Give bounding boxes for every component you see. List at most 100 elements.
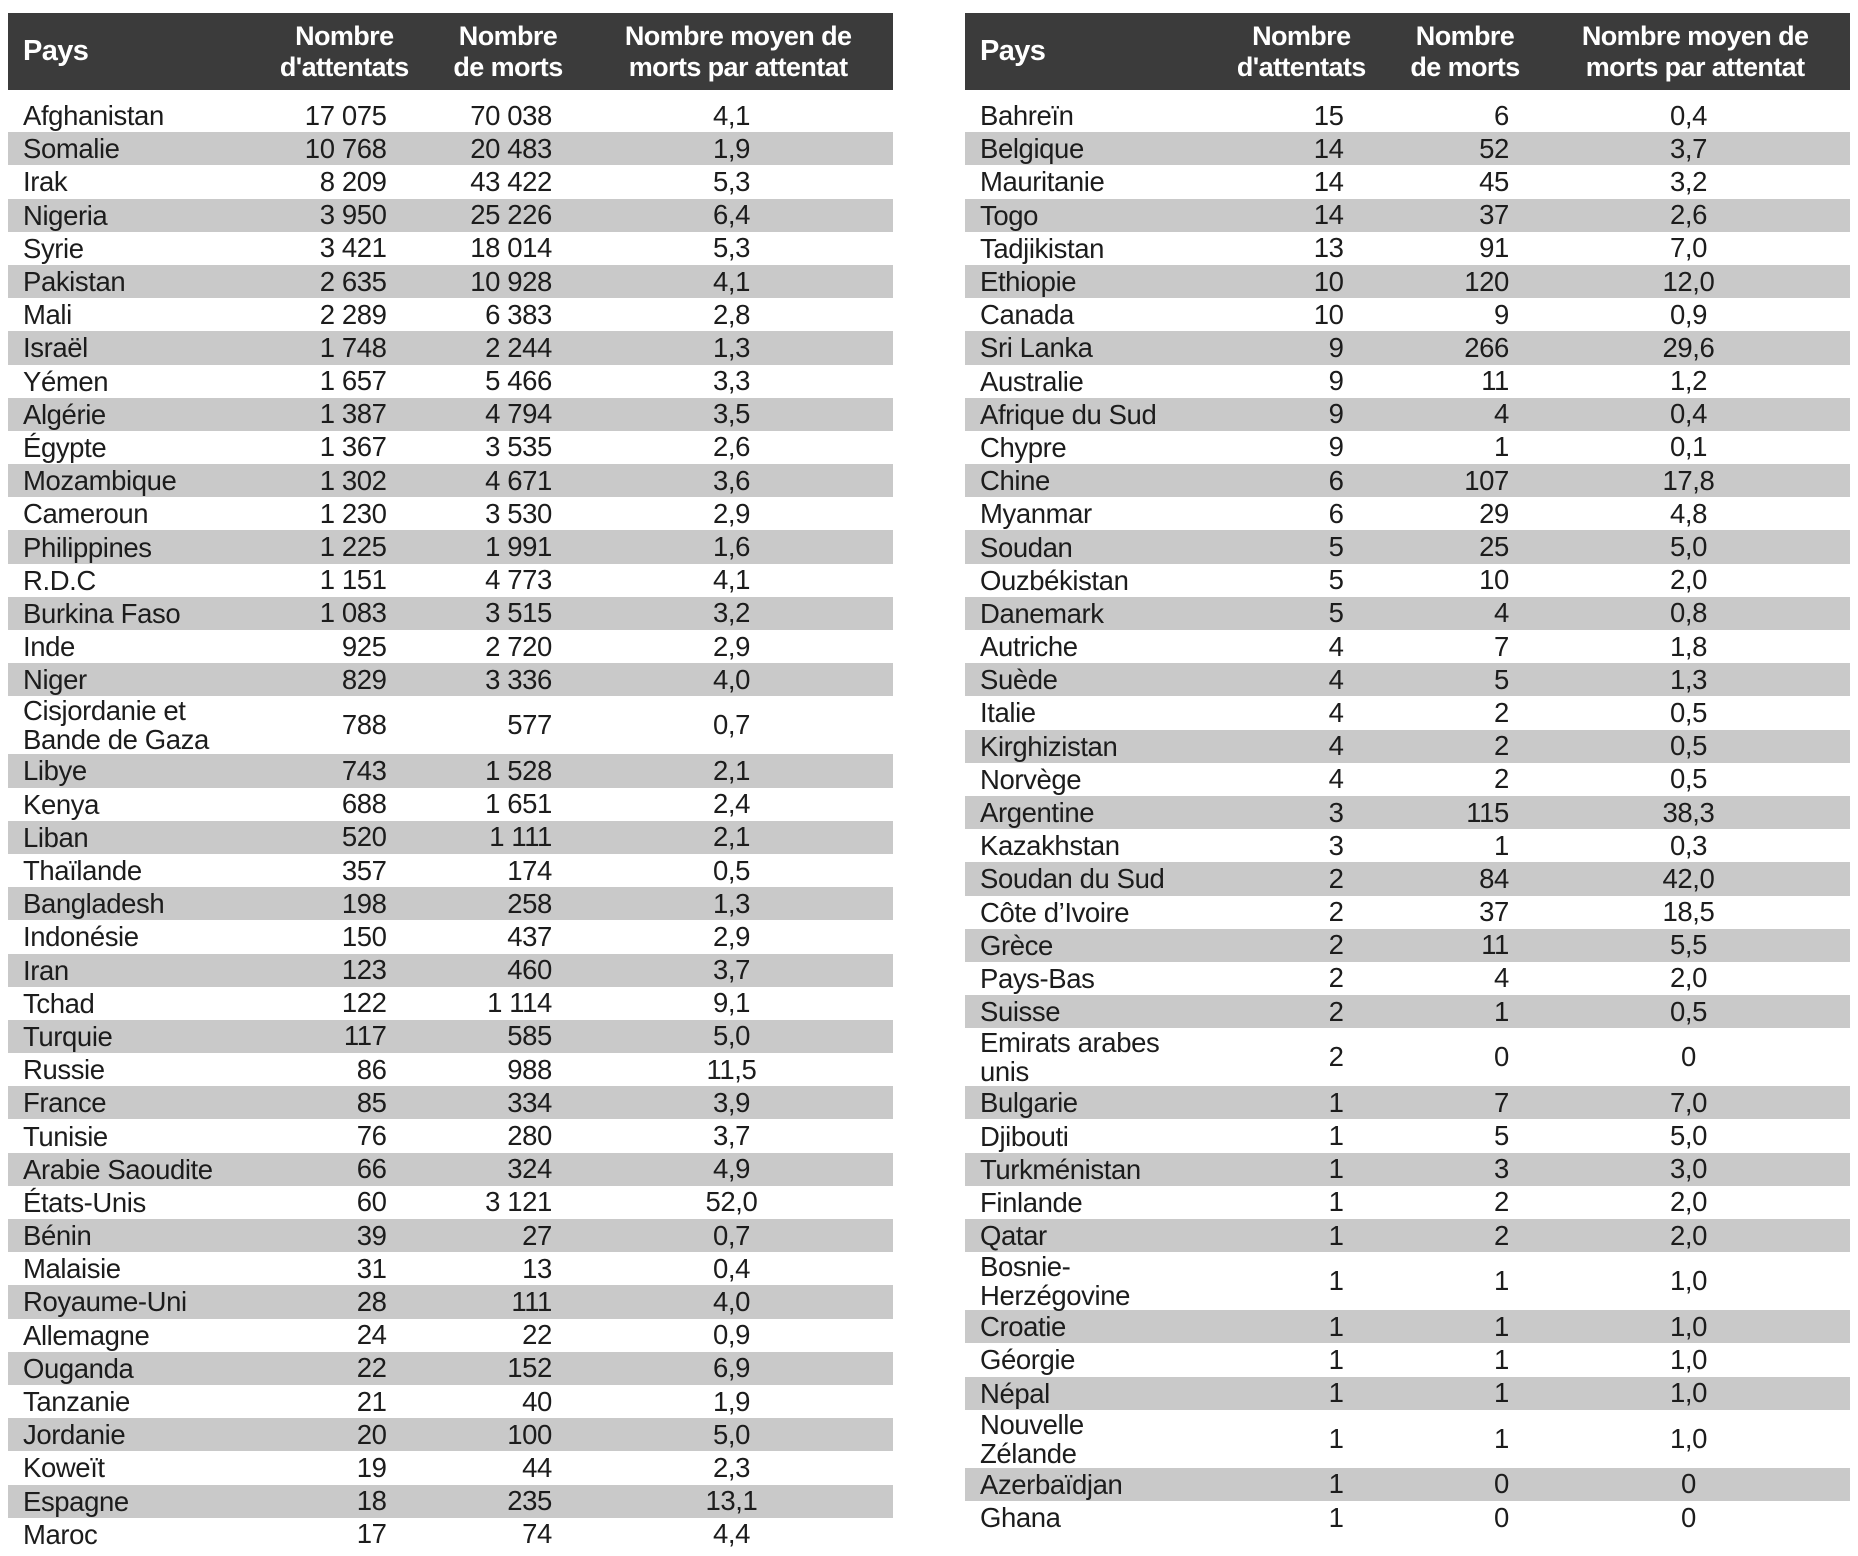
deaths-count: 7 [1494, 1086, 1509, 1118]
deaths-count: 6 [1494, 99, 1509, 131]
deaths-count: 1 114 [487, 987, 552, 1019]
deaths-count: 1 [1494, 995, 1509, 1027]
country-name: Pakistan [23, 266, 126, 298]
deaths-count: 10 928 [470, 265, 552, 297]
country-name: Cameroun [23, 498, 149, 530]
table-row: Grèce 2 11 5,5 [965, 928, 1850, 962]
avg-deaths-per-attack: 12,0 [1662, 265, 1715, 297]
column-header-deaths-line1: Nombre [1415, 21, 1515, 51]
attacks-count: 1 [1328, 1422, 1344, 1454]
avg-deaths-per-attack: 2,6 [1669, 199, 1707, 231]
deaths-count: 1 [1494, 431, 1509, 463]
table-row: Qatar 1 2 2,0 [965, 1219, 1850, 1253]
deaths-count: 1 [1494, 829, 1509, 861]
attacks-count: 1 748 [319, 331, 387, 363]
avg-deaths-per-attack: 13,1 [705, 1485, 758, 1517]
country-name: Afrique du Sud [980, 398, 1157, 430]
attacks-count: 3 421 [319, 232, 387, 264]
deaths-count: 3 515 [485, 597, 552, 629]
country-name: Nouvelle Zélande [980, 1408, 1084, 1469]
avg-deaths-per-attack: 2,0 [1669, 962, 1707, 994]
country-name: Autriche [980, 631, 1078, 663]
deaths-count: 3 530 [485, 497, 552, 529]
attacks-count: 85 [356, 1086, 387, 1118]
deaths-count: 25 [1479, 531, 1509, 563]
deaths-count: 1 [1494, 1310, 1509, 1342]
table-row: Sri Lanka 9 266 29,6 [965, 331, 1850, 365]
table-row: Djibouti 1 5 5,0 [965, 1119, 1850, 1152]
deaths-count: 91 [1479, 232, 1509, 264]
avg-deaths-per-attack: 4,1 [712, 564, 750, 596]
table-row: Somalie 10 768 20 483 1,9 [8, 132, 893, 166]
deaths-count: 27 [522, 1219, 552, 1251]
country-name: Cisjordanie et Bande de Gaza [23, 695, 209, 756]
deaths-count: 52 [1479, 132, 1509, 164]
table-row: Tchad 122 1 114 9,1 [8, 987, 893, 1020]
country-name: Tunisie [23, 1120, 108, 1152]
avg-deaths-per-attack: 38,3 [1662, 796, 1715, 828]
avg-deaths-per-attack: 2,1 [712, 821, 750, 853]
table-row: Nigeria 3 950 25 226 6,4 [8, 198, 893, 232]
deaths-count: 5 [1494, 663, 1509, 695]
avg-deaths-per-attack: 0 [1681, 1041, 1696, 1073]
country-name: Finlande [980, 1186, 1083, 1218]
table-row: Israël 1 748 2 244 1,3 [8, 331, 893, 365]
country-name: Tadjikistan [980, 232, 1104, 264]
table-row: Ethiopie 10 120 12,0 [965, 264, 1850, 299]
attacks-count: 1 083 [319, 597, 387, 629]
attacks-count: 24 [356, 1319, 387, 1351]
table-row: R.D.C 1 151 4 773 4,1 [8, 564, 893, 597]
attacks-count: 15 [1313, 99, 1344, 131]
deaths-count: 115 [1466, 796, 1509, 828]
table-row: Pays-Bas 2 4 2,0 [965, 962, 1850, 995]
country-name: Grèce [980, 929, 1053, 961]
deaths-count: 70 038 [470, 99, 552, 131]
table-row: Syrie 3 421 18 014 5,3 [8, 232, 893, 265]
table-row: Norvège 4 2 0,5 [965, 763, 1850, 796]
country-name: Maroc [23, 1518, 98, 1550]
deaths-count: 2 [1494, 696, 1509, 728]
avg-deaths-per-attack: 2,9 [712, 920, 750, 952]
avg-deaths-per-attack: 2,3 [712, 1451, 750, 1483]
avg-deaths-per-attack: 5,0 [712, 1418, 750, 1450]
table-row: Bosnie- Herzégovine 1 1 1,0 [965, 1252, 1850, 1310]
avg-deaths-per-attack: 6,4 [712, 199, 750, 231]
attacks-count: 1 [1328, 1377, 1344, 1409]
country-name: Turquie [23, 1020, 113, 1052]
table-row: Finlande 1 2 2,0 [965, 1186, 1850, 1219]
table-row: Mauritanie 14 45 3,2 [965, 165, 1850, 198]
country-name: Ethiopie [980, 266, 1077, 298]
attacks-count: 9 [1328, 331, 1344, 363]
country-name: Irak [23, 166, 68, 198]
table-row: Turquie 117 585 5,0 [8, 1019, 893, 1054]
avg-deaths-per-attack: 3,2 [1669, 165, 1707, 197]
country-name: Russie [23, 1054, 105, 1086]
table-row: Géorgie 1 1 1,0 [965, 1343, 1850, 1376]
avg-deaths-per-attack: 0,5 [712, 854, 750, 886]
attacks-count: 3 [1328, 796, 1344, 828]
deaths-count: 2 720 [485, 630, 552, 662]
attacks-count: 5 [1328, 531, 1344, 563]
deaths-count: 5 466 [485, 365, 552, 397]
avg-deaths-per-attack: 2,0 [1669, 1219, 1707, 1251]
deaths-count: 4 671 [485, 464, 552, 496]
table-row: Danemark 5 4 0,8 [965, 596, 1850, 630]
table-row: Bangladesh 198 258 1,3 [8, 887, 893, 921]
deaths-count: 10 [1479, 564, 1509, 596]
table-row: Russie 86 988 11,5 [8, 1053, 893, 1086]
attacks-count: 2 [1328, 929, 1344, 961]
country-name: Mozambique [23, 465, 177, 497]
avg-deaths-per-attack: 4,1 [712, 265, 750, 297]
avg-deaths-per-attack: 2,0 [1669, 564, 1707, 596]
attacks-count: 1 [1328, 1120, 1344, 1152]
country-name: Turkménistan [980, 1153, 1141, 1185]
country-name: Algérie [23, 398, 106, 430]
deaths-count: 1 991 [485, 531, 552, 563]
country-name: Kazakhstan [980, 830, 1120, 862]
country-name: Belgique [980, 133, 1084, 165]
attacks-count: 3 950 [319, 199, 387, 231]
table-row: Allemagne 24 22 0,9 [8, 1319, 893, 1352]
deaths-count: 1 111 [489, 821, 552, 853]
deaths-count: 20 483 [470, 132, 552, 164]
